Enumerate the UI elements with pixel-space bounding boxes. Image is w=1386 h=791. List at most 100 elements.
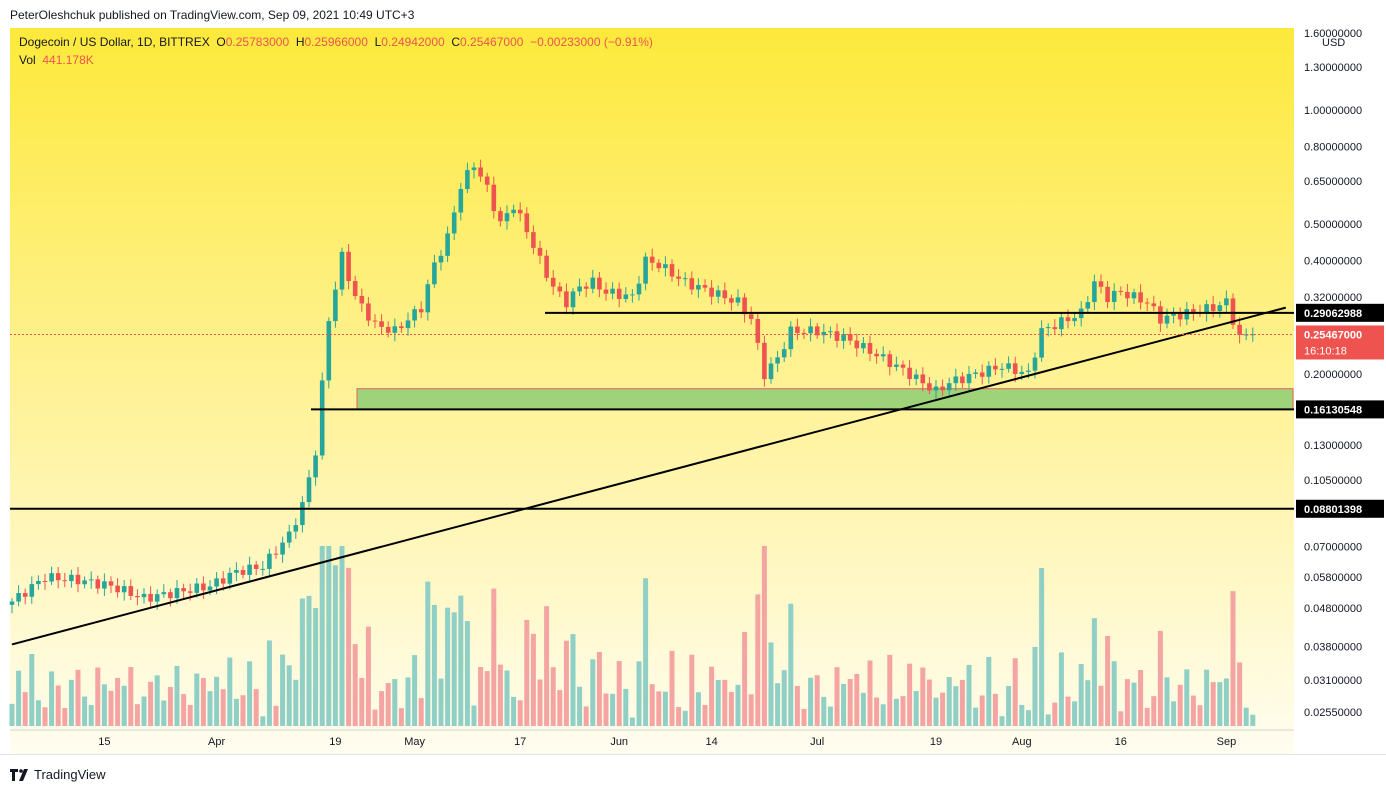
candle-body (1105, 286, 1110, 302)
candle-body (346, 251, 351, 282)
volume-bar (1098, 685, 1104, 726)
candle-body (1012, 363, 1018, 374)
candle-body (273, 553, 279, 555)
level-label-box (1296, 303, 1384, 322)
volume-bar (299, 598, 305, 726)
candle-body (1118, 290, 1124, 292)
candle-body (682, 278, 688, 280)
candle-body (379, 321, 384, 327)
candle-body (636, 283, 642, 295)
price-chart[interactable]: 1.60000000 1.30000000 1.00000000 0.80000000… (0, 0, 1386, 754)
price-axis-background (1294, 28, 1386, 754)
volume-bar (167, 687, 173, 726)
candle-body (1250, 334, 1256, 336)
candle-body (465, 170, 470, 190)
volume-bar (484, 671, 490, 726)
volume-bar (1085, 680, 1091, 726)
candle-body (399, 326, 404, 329)
volume-bar (293, 679, 299, 726)
candle-body (504, 213, 510, 222)
volume-bar (755, 594, 761, 726)
candle-body (438, 255, 444, 263)
volume-bar (339, 546, 345, 726)
volume-bar (16, 670, 22, 726)
volume-bar (68, 679, 74, 726)
candle-body (1092, 281, 1097, 303)
candle-body (966, 373, 972, 384)
volume-bar (326, 546, 332, 726)
volume-bar (181, 694, 187, 726)
candle-body (16, 593, 21, 602)
level-label: 0.08801398 (1304, 504, 1362, 516)
candle-body (828, 331, 833, 333)
open-value: 0.25783000 (225, 35, 290, 49)
volume-bar (676, 706, 682, 726)
tradingview-logo[interactable]: TradingView (10, 767, 106, 782)
candle-body (979, 372, 985, 377)
candle-body (366, 303, 371, 321)
volume-bar (1045, 714, 1051, 726)
candle-body (405, 320, 411, 329)
candle-body (550, 277, 556, 287)
volume-bar (834, 667, 840, 726)
volume-bar (1118, 711, 1124, 726)
candle-body (1125, 291, 1130, 299)
candle-body (115, 585, 120, 593)
volume-bar (464, 621, 470, 726)
candle-body (715, 290, 721, 297)
price-tick-label: 0.07000000 (1304, 541, 1362, 553)
volume-bar (656, 691, 662, 726)
candle-body (161, 592, 167, 595)
ohlc-legend: Dogecoin / US Dollar, 1D, BITTREX O0.257… (19, 35, 653, 49)
volume-bar (1217, 682, 1223, 726)
volume-bar (1144, 707, 1150, 726)
level-label-box (1296, 400, 1384, 419)
volume-bar (1223, 678, 1229, 726)
price-tick-label: 0.02550000 (1304, 707, 1362, 719)
volume-bar (1025, 710, 1031, 726)
price-tick-label: 1.30000000 (1304, 62, 1362, 74)
candle-body (62, 580, 68, 582)
volume-legend: Vol 441.178K (19, 53, 94, 67)
volume-bar (365, 626, 371, 726)
candle-body (900, 364, 906, 368)
volume-bar (808, 677, 814, 726)
volume-bar (959, 679, 965, 726)
candle-body (201, 583, 206, 591)
price-tick-label: 1.60000000 (1304, 28, 1362, 40)
close-value: 0.25467000 (460, 35, 524, 49)
volume-bar (306, 595, 312, 726)
candle-body (735, 297, 741, 303)
volume-bar (95, 667, 101, 726)
candle-body (75, 574, 81, 585)
candle-body (49, 573, 54, 582)
volume-bar (161, 700, 167, 726)
candle-body (768, 363, 774, 380)
volume-bar (544, 606, 550, 726)
volume-bar (992, 693, 998, 726)
candle-body (432, 262, 437, 285)
candle-body (1098, 281, 1104, 287)
symbol-name[interactable]: Dogecoin / US Dollar, 1D, BITTREX (19, 35, 210, 49)
volume-bar (577, 686, 583, 726)
volume-bar (827, 706, 833, 726)
currency-label[interactable]: USD (1322, 37, 1346, 49)
candle-body (29, 584, 35, 597)
high-value: 0.25966000 (304, 35, 368, 49)
candle-body (590, 277, 596, 289)
candle-body (300, 502, 305, 526)
time-tick-label: May (404, 736, 425, 748)
candle-body (1230, 298, 1236, 325)
volume-bar (940, 692, 946, 726)
trendline (11, 306, 1287, 646)
volume-bar (583, 706, 589, 726)
candle-body (319, 380, 325, 456)
volume-bar (451, 612, 457, 726)
candle-body (451, 212, 457, 234)
level-label: 0.16130548 (1304, 404, 1362, 416)
volume-bar (979, 695, 985, 726)
candle-body (36, 580, 41, 585)
current-price-box (1296, 325, 1384, 360)
candle-body (610, 288, 615, 294)
candle-body (788, 326, 794, 350)
